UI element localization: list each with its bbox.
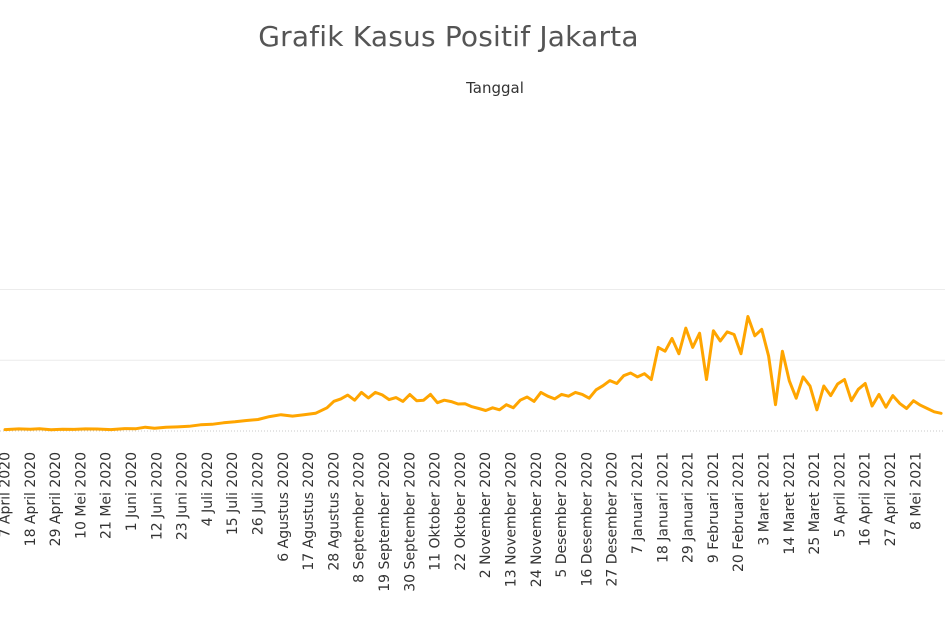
x-tick-label: 21 Mei 2020 [99,452,115,539]
x-tick-label: 3 Maret 2021 [757,452,773,546]
x-tick-label: 2 November 2020 [478,452,494,578]
x-tick-label: 25 Maret 2021 [807,452,823,555]
x-tick-label: 29 Januari 2021 [681,452,697,563]
x-tick-label: 30 September 2020 [402,452,418,592]
x-tick-label: 20 Februari 2021 [731,452,747,572]
x-tick-label: 5 Desember 2020 [554,452,570,578]
x-tick-label: 9 Februari 2021 [706,452,722,563]
x-tick-label: 26 Juli 2020 [251,452,267,535]
x-tick-label: 24 November 2020 [529,452,545,587]
x-tick-label: 29 April 2020 [48,452,64,546]
x-tick-label: 23 Juni 2020 [175,452,191,540]
x-tick-label: 11 Oktober 2020 [428,452,444,571]
x-tick-label: 13 November 2020 [504,452,520,587]
x-tick-label: 28 Agustus 2020 [326,452,342,571]
x-tick-label: 22 Oktober 2020 [453,452,469,571]
x-tick-label: 27 Desember 2020 [605,452,621,587]
x-tick-label: 8 Mei 2021 [908,452,924,530]
x-tick-label: 17 Agustus 2020 [301,452,317,571]
series-line [3,315,943,432]
x-tick-label: 5 April 2021 [832,452,848,537]
x-tick-label: 1 Juni 2020 [124,452,140,531]
series-layer [3,315,943,432]
gridlines [0,289,945,432]
x-tick-label: 6 Agustus 2020 [276,452,292,562]
x-tick-label: 16 April 2021 [858,452,874,546]
x-tick-label: 14 Maret 2021 [782,452,798,555]
x-tick-label: 4 Juli 2020 [200,452,216,526]
x-axis-title: Tanggal [466,79,524,97]
x-axis-ticks: 7 April 2020 18 April 2020 29 April 2020 10… [0,452,924,592]
x-tick-label: 7 Januari 2021 [630,452,646,554]
x-tick-label: 18 Januari 2021 [655,452,671,563]
x-tick-label: 15 Juli 2020 [225,452,241,535]
x-tick-label: 7 April 2020 [0,452,14,537]
x-tick-label: 19 September 2020 [377,452,393,592]
x-tick-label: 18 April 2020 [23,452,39,546]
x-tick-label: 27 April 2021 [883,452,899,546]
x-tick-label: 16 Desember 2020 [579,452,595,587]
chart-title: Grafik Kasus Positif Jakarta [258,20,639,53]
x-tick-label: 12 Juni 2020 [149,452,165,540]
x-tick-label: 8 September 2020 [352,452,368,583]
x-tick-label: 10 Mei 2020 [73,452,89,539]
